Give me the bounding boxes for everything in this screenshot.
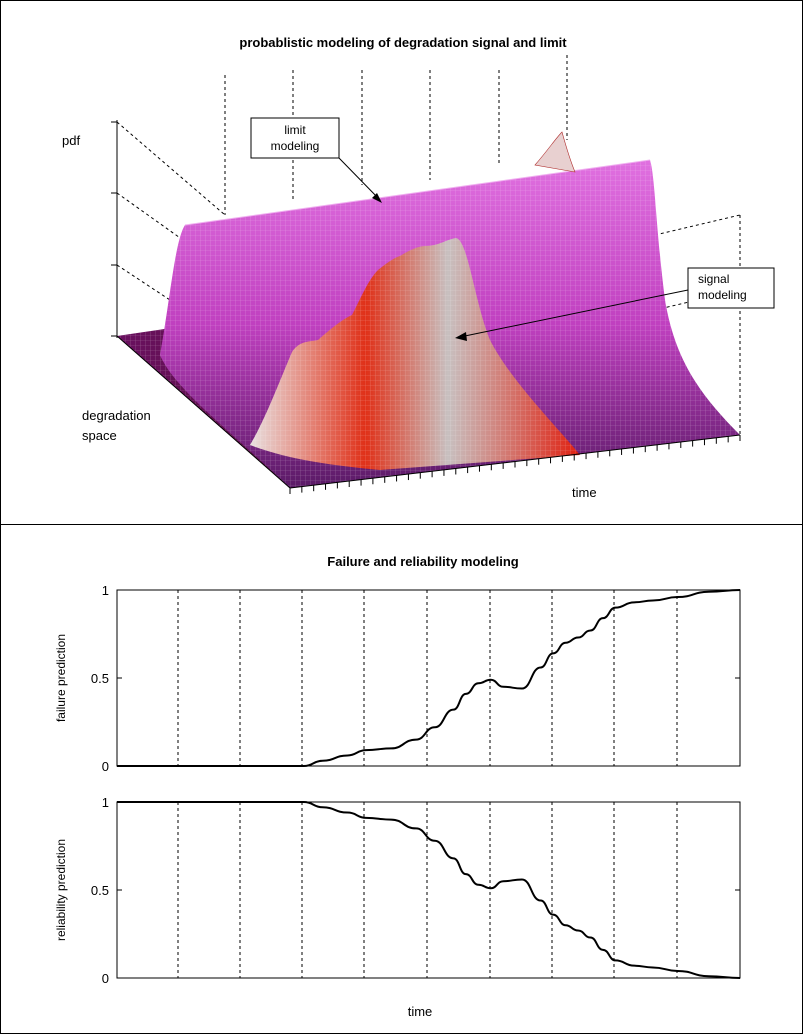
y-tick-label: 0.5 — [91, 883, 109, 898]
degradation-space-label-2: space — [82, 428, 117, 443]
time-axis-ticks — [289, 435, 741, 494]
annotation-signal-modeling: signal modeling — [455, 267, 775, 341]
series-line — [117, 801, 741, 979]
series-line — [117, 589, 741, 767]
top-panel-title: probablistic modeling of degradation sig… — [239, 35, 567, 50]
svg-text:modeling: modeling — [698, 288, 747, 302]
y-tick-label: 1 — [102, 583, 109, 598]
bottom-panel: Failure and reliability modeling 0 0.5 1 fa… — [54, 554, 741, 1019]
back-peak — [534, 131, 576, 173]
bottom-panel-title: Failure and reliability modeling — [327, 554, 518, 569]
z-axis-label: pdf — [62, 133, 80, 148]
annotation-limit-modeling: limit modeling — [250, 117, 382, 203]
plot-axes-box — [116, 801, 741, 979]
svg-text:signal: signal — [698, 272, 729, 286]
svg-text:limit: limit — [284, 123, 306, 137]
top-time-label: time — [572, 485, 597, 500]
y-axis-label: reliability prediction — [54, 839, 68, 941]
plot-axes-box — [116, 589, 741, 767]
bottom-time-label: time — [408, 1004, 433, 1019]
y-tick-label: 0 — [102, 971, 109, 986]
failure-prediction-plot: 0 0.5 1 failure prediction — [54, 583, 741, 774]
reliability-prediction-plot: 0 0.5 1 reliability prediction — [54, 795, 741, 986]
top-panel: probablistic modeling of degradation sig… — [62, 35, 775, 500]
y-tick-label: 0 — [102, 759, 109, 774]
y-axis-label: failure prediction — [54, 634, 68, 722]
svg-text:modeling: modeling — [271, 139, 320, 153]
y-tick-label: 0.5 — [91, 671, 109, 686]
degradation-space-label-1: degradation — [82, 408, 151, 423]
y-tick-label: 1 — [102, 795, 109, 810]
